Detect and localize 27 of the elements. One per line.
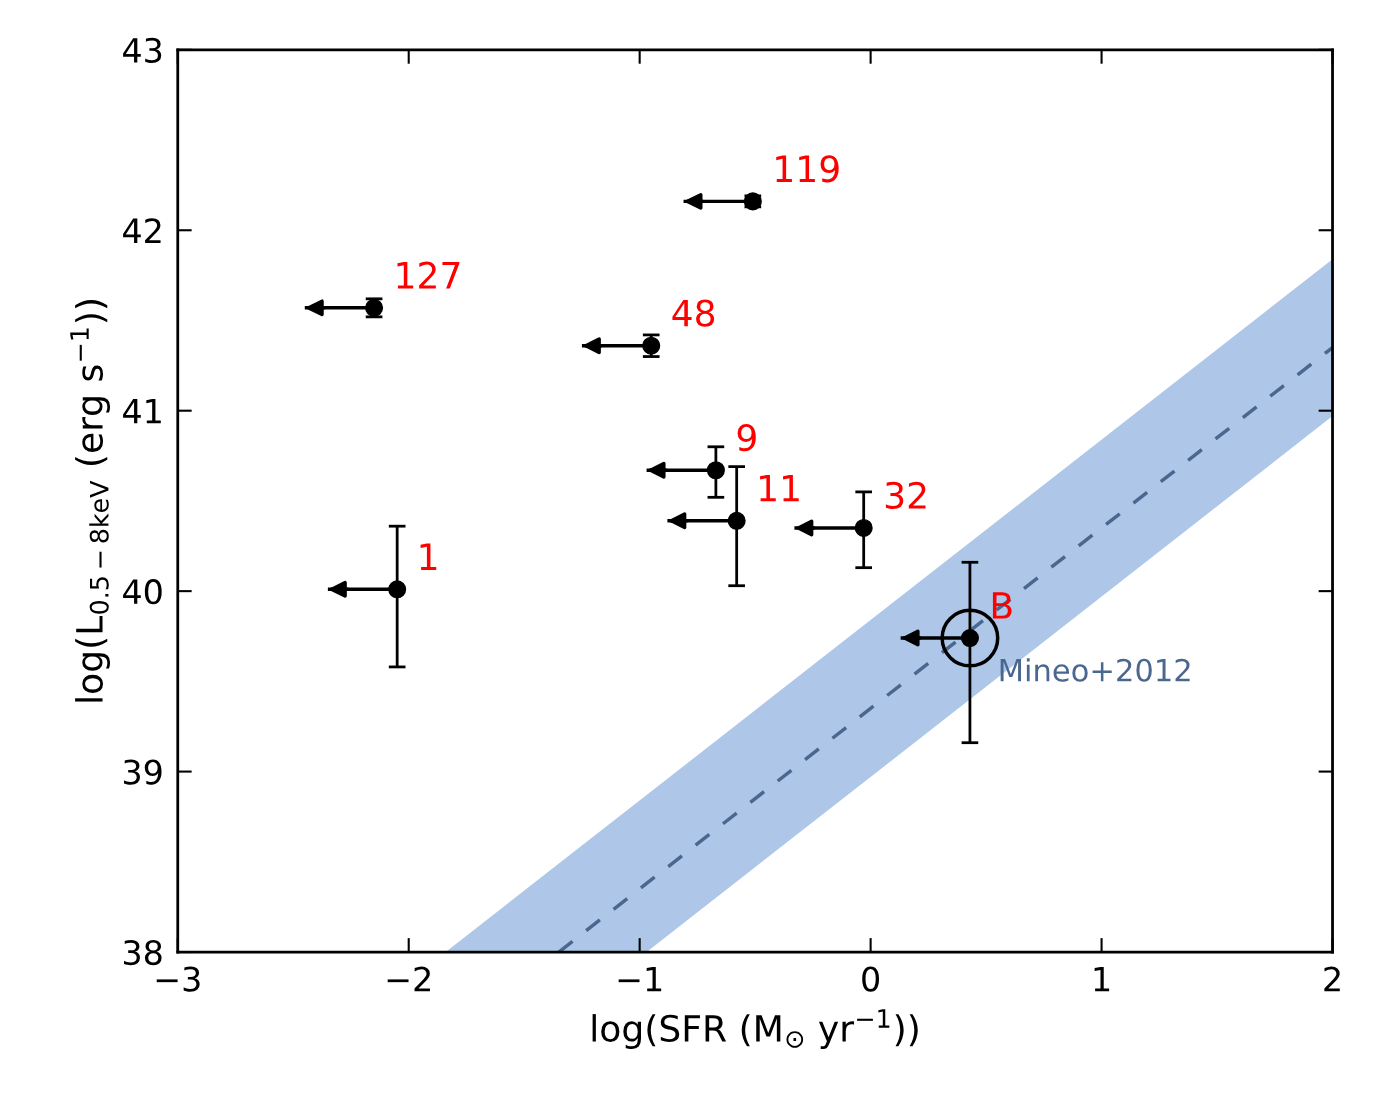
x-tick-label: −1	[618, 966, 662, 992]
point	[727, 511, 746, 530]
y-axis-title: log(L$_{0.5−8keV}$ (erg s$^{−1}$))	[70, 300, 111, 702]
x-tick-label: −3	[156, 966, 200, 992]
point	[706, 461, 725, 480]
series-label: Mineo+2012	[1000, 658, 1190, 682]
annotation: 32	[885, 481, 926, 510]
annotation: B	[992, 592, 1012, 619]
y-tick-label: 40	[123, 579, 162, 605]
y-tick-label: 39	[124, 759, 162, 785]
y-tick-label: 42	[123, 218, 161, 243]
annotation: 9	[737, 424, 756, 452]
x-tick-label: 1	[1094, 966, 1110, 992]
annotation: 11	[760, 474, 799, 502]
x-axis-title: log(SFR (M$_{⊙}$ yr$^{−1}$))	[592, 1009, 918, 1050]
annotation: 127	[397, 261, 460, 289]
annotation: 119	[776, 155, 839, 183]
x-tick-label: 0	[862, 966, 880, 992]
point	[854, 518, 873, 538]
y-tick-label: 41	[123, 399, 161, 424]
y-tick-label: 43	[123, 37, 162, 63]
x-tick-label: 2	[1324, 966, 1340, 992]
point	[388, 580, 407, 599]
y-tick-label: 38	[124, 939, 162, 966]
annotation: 48	[672, 299, 715, 327]
annotation: 1	[420, 543, 437, 570]
x-tick-label: −2	[387, 966, 430, 992]
